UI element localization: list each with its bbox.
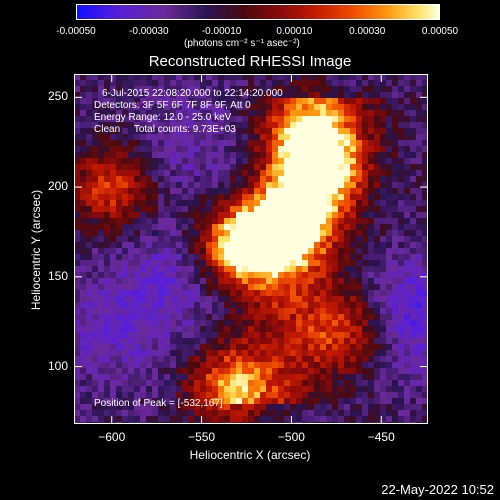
colorbar-tick-label: 0.00050 (421, 26, 459, 37)
x-tick-label: −450 (367, 430, 395, 444)
colorbar-tick-label: -0.00030 (129, 26, 169, 37)
colorbar-tick-label: -0.00010 (201, 26, 242, 37)
colorbar (76, 4, 440, 20)
annotation-detectors: Detectors: 3F 5F 6F 7F 8F 9F, Att 0 (94, 100, 251, 111)
y-tick-label: 150 (47, 268, 68, 283)
x-tick-label: −500 (277, 430, 305, 444)
plot-title: Reconstructed RHESSI Image (148, 53, 352, 70)
colorbar-tick-label: 0.00030 (349, 26, 386, 37)
x-tick-label: −600 (98, 430, 126, 444)
y-tick-label: 200 (47, 179, 68, 194)
y-tick-label: 250 (47, 89, 68, 104)
datestamp: 22-May-2022 10:52 (381, 482, 494, 497)
y-tick-label: 100 (47, 358, 68, 373)
x-tick-label: −550 (188, 430, 216, 444)
annotation-energy: Energy Range: 12.0 - 25.0 keV (94, 112, 232, 123)
image-pixels (74, 74, 428, 424)
axis-tick-marks (74, 74, 428, 424)
annotation-time: 6-Jul-2015 22:08:20.000 to 22:14:20.000 (102, 88, 283, 99)
x-axis-label: Heliocentric X (arcsec) (189, 448, 311, 462)
colorbar-tick-label: 0.00010 (276, 26, 313, 37)
y-axis-label: Heliocentric Y (arcsec) (29, 189, 43, 311)
colorbar-tick-label: -0.00050 (56, 26, 96, 37)
plot-frame (74, 74, 428, 424)
annotation-algorithm: Clean Total counts: 9.73E+03 (94, 124, 236, 135)
annotation-peak: Position of Peak = [-532,167] (94, 398, 223, 409)
colorbar-unit-label: (photons cm⁻² s⁻¹ asec⁻²) (184, 38, 300, 49)
